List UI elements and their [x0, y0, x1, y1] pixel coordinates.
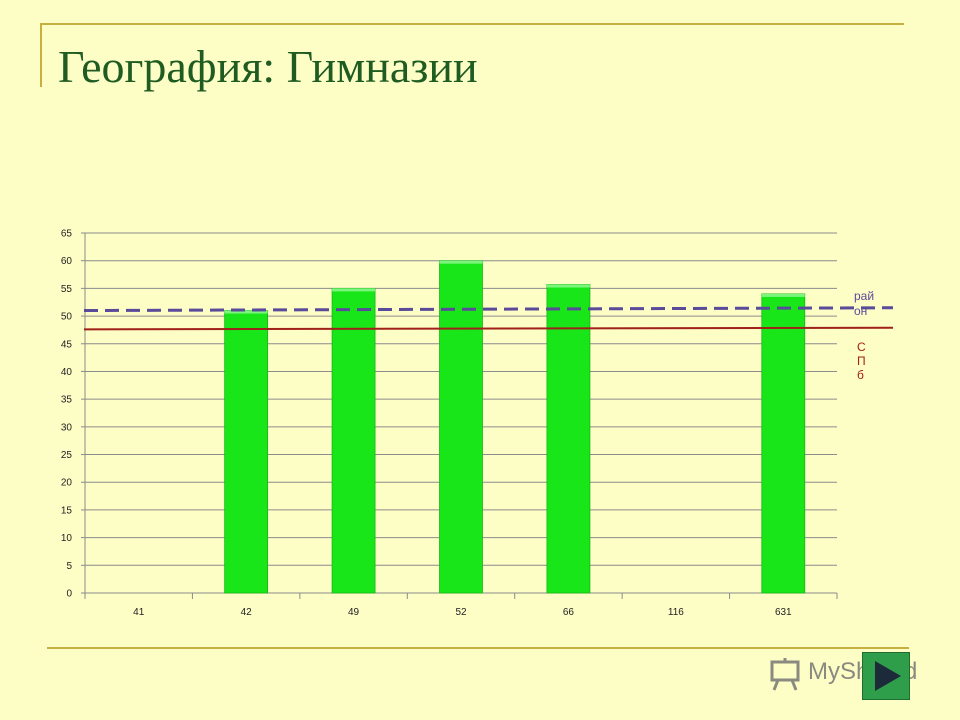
x-tick-label: 116 — [668, 607, 684, 618]
slide-frame-left-rule — [40, 23, 42, 87]
reference-line-label: С — [857, 340, 866, 354]
bar — [331, 287, 376, 594]
bar-highlight — [546, 284, 590, 288]
y-tick-label: 30 — [61, 422, 73, 433]
bar-highlight — [761, 293, 805, 297]
y-tick-label: 0 — [66, 589, 72, 600]
y-tick-label: 20 — [61, 478, 73, 489]
y-tick-label: 10 — [61, 533, 73, 544]
bar — [224, 310, 269, 594]
y-tick-label: 60 — [61, 256, 73, 267]
bar — [546, 284, 591, 594]
slide-frame-top-rule — [40, 23, 904, 25]
y-tick-label: 5 — [66, 561, 72, 572]
x-tick-label: 41 — [133, 607, 145, 618]
bar-highlight — [224, 310, 268, 314]
bar-highlight — [332, 288, 376, 292]
y-tick-label: 45 — [61, 339, 73, 350]
y-tick-label: 35 — [61, 395, 73, 406]
bar — [761, 293, 806, 594]
x-tick-label: 52 — [455, 607, 467, 618]
y-tick-label: 25 — [61, 450, 73, 461]
reference-line-label: П — [857, 354, 866, 368]
y-tick-label: 40 — [61, 367, 73, 378]
next-slide-button[interactable] — [862, 652, 910, 700]
x-tick-label: 66 — [563, 607, 575, 618]
presentation-board-icon — [770, 658, 800, 691]
x-tick-label: 42 — [241, 607, 253, 618]
slide-frame-bottom-rule — [47, 647, 909, 649]
x-tick-label: 49 — [348, 607, 360, 618]
reference-line-label: рай — [854, 289, 874, 303]
y-tick-label: 65 — [61, 229, 73, 240]
slide-title: География: Гимназии — [58, 41, 478, 92]
reference-line — [83, 326, 894, 331]
reference-line-label: он — [854, 304, 867, 318]
y-tick-label: 50 — [61, 312, 73, 323]
reference-line-label: б — [857, 368, 864, 382]
reference-line — [83, 306, 894, 313]
y-tick-label: 15 — [61, 505, 73, 516]
bar-highlight — [439, 260, 483, 264]
bar — [439, 260, 483, 594]
play-arrow-icon — [875, 661, 901, 691]
y-tick-label: 55 — [61, 284, 73, 295]
x-tick-label: 631 — [775, 607, 792, 618]
